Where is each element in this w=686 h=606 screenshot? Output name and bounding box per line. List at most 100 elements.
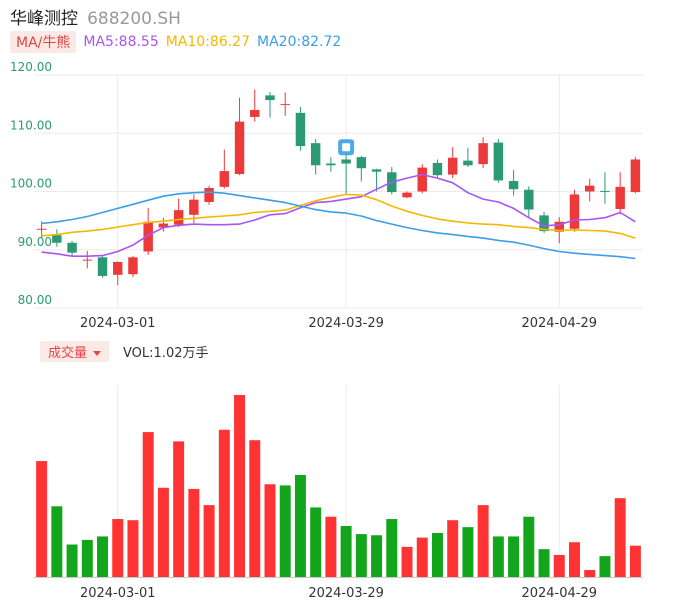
volume-bar (112, 519, 124, 577)
price-tick-label: 110.00 (10, 118, 52, 132)
candle-body (143, 221, 153, 252)
candle (158, 217, 169, 232)
caret-down-icon (93, 350, 102, 356)
candle-body (250, 109, 260, 117)
candle-body (584, 185, 595, 192)
candle (508, 169, 519, 196)
volume-bar (36, 461, 48, 577)
candle-body (630, 159, 641, 193)
volume-bar (127, 520, 139, 577)
volume-bar (569, 542, 580, 577)
candle (630, 157, 641, 194)
candle (371, 168, 382, 192)
volume-bar (371, 535, 383, 577)
stock-header: 华峰测控 688200.SH (10, 4, 181, 29)
candle (143, 207, 153, 255)
candle (219, 149, 230, 189)
candle (478, 137, 488, 169)
price-tick-label: 90.00 (18, 235, 52, 249)
candle (265, 91, 275, 118)
candle (128, 256, 138, 278)
volume-value: VOL:1.02万手 (123, 345, 209, 361)
date-tick-label: 2024-03-29 (308, 316, 384, 331)
volume-bar (264, 484, 276, 577)
candle-body (326, 163, 336, 166)
price-axis-labels: 80.00 90.00 100.00 110.00 120.00 (10, 60, 52, 307)
volume-indicator-tab[interactable]: 成交量 (40, 340, 110, 362)
ma10-line (41, 193, 636, 239)
volume-bar (173, 441, 185, 577)
candle-body (463, 160, 473, 166)
volume-bar (447, 520, 459, 577)
candle (584, 178, 595, 202)
volume-bar (310, 507, 322, 577)
volume-bar (553, 554, 565, 577)
ma-legend: MA/牛熊 MA5:88.55 MA10:86.27 MA20:82.72 (10, 31, 341, 53)
volume-bar (157, 487, 169, 577)
candle-body (600, 190, 610, 192)
candle-body (128, 257, 138, 275)
candle (569, 189, 580, 232)
ma-indicator-tab[interactable]: MA/牛熊 (10, 31, 77, 53)
candle-body (508, 181, 519, 190)
candle-body (158, 223, 169, 228)
candle-body (493, 142, 504, 181)
volume-bar (584, 570, 596, 577)
volume-bar (325, 516, 337, 577)
price-tick-label: 80.00 (18, 293, 52, 307)
candle-body (82, 259, 93, 261)
candle (280, 92, 290, 116)
volume-bar (234, 395, 246, 577)
candle (524, 186, 534, 218)
candle (113, 261, 123, 286)
candle (417, 164, 427, 194)
candle (600, 172, 610, 204)
candle-body (173, 210, 184, 225)
date-axis-labels: 2024-03-01 2024-03-01 2024-03-29 2024-03-29… (80, 316, 597, 601)
candle-body (539, 215, 549, 232)
date-tick-label: 2024-04-29 (521, 586, 597, 601)
stock-name: 华峰测控 (10, 9, 78, 29)
candle (204, 185, 214, 205)
volume-bar (508, 536, 520, 577)
candle-body (524, 189, 534, 210)
volume-bar (249, 440, 261, 577)
candle-body (447, 157, 458, 175)
date-tick-label: 2024-03-01 (80, 586, 156, 601)
candle (52, 229, 62, 247)
volume-bar (431, 532, 443, 577)
candle-body (97, 257, 108, 276)
candle (493, 139, 504, 183)
candle-body (341, 159, 351, 164)
candles (36, 89, 641, 286)
candle (234, 97, 245, 176)
candle (341, 149, 351, 195)
volume-bar (66, 544, 78, 577)
marker-inner (342, 143, 351, 152)
candle (463, 147, 473, 168)
candle-body (234, 121, 245, 175)
volume-bar (355, 534, 367, 577)
candle (432, 159, 443, 178)
candle-body (189, 199, 199, 215)
volume-bar (599, 556, 611, 577)
moving-average-lines (41, 173, 636, 260)
candle-body (310, 143, 321, 166)
volume-bar (538, 549, 550, 577)
volume-bar (142, 432, 154, 577)
volume-bar (340, 525, 352, 577)
candle (615, 172, 625, 215)
candle (310, 139, 321, 175)
candle (250, 89, 260, 122)
candle-body (113, 261, 123, 275)
candle (82, 250, 93, 269)
ma5-legend: MA5:88.55 (83, 34, 159, 50)
volume-bar (386, 519, 398, 577)
candle-body (402, 192, 412, 198)
stock-code: 688200.SH (87, 9, 181, 29)
volume-legend: 成交量 VOL:1.02万手 (40, 340, 209, 362)
date-tick-label: 2024-03-29 (308, 586, 384, 601)
candle-body (295, 112, 306, 147)
ma5-line (41, 173, 636, 258)
